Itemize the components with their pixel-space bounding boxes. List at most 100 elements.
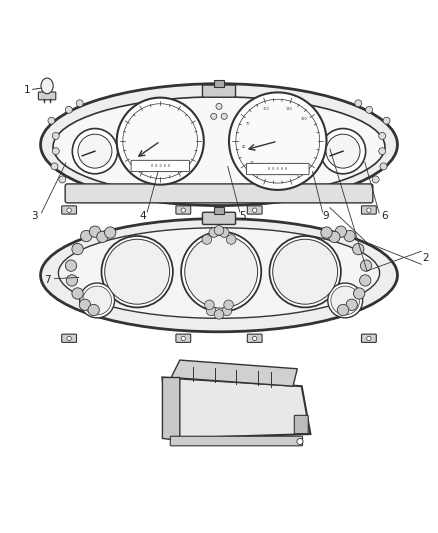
Circle shape xyxy=(269,236,341,308)
Text: 10: 10 xyxy=(249,161,254,165)
FancyBboxPatch shape xyxy=(176,206,191,214)
Circle shape xyxy=(72,128,117,174)
Text: 0 0 0 0 0: 0 0 0 0 0 xyxy=(268,167,287,171)
FancyBboxPatch shape xyxy=(65,184,373,203)
Text: 100: 100 xyxy=(263,107,269,111)
Text: 130: 130 xyxy=(286,107,293,111)
Circle shape xyxy=(76,100,83,107)
Circle shape xyxy=(253,336,257,341)
Circle shape xyxy=(219,228,229,237)
Text: 6: 6 xyxy=(381,212,388,221)
Circle shape xyxy=(380,163,387,170)
Ellipse shape xyxy=(41,78,53,94)
Circle shape xyxy=(72,288,83,299)
Circle shape xyxy=(236,99,320,183)
FancyBboxPatch shape xyxy=(247,334,262,342)
Circle shape xyxy=(211,114,217,119)
Circle shape xyxy=(80,283,115,318)
Ellipse shape xyxy=(41,84,397,206)
Circle shape xyxy=(181,232,261,312)
Circle shape xyxy=(344,230,355,241)
Bar xyxy=(214,80,224,87)
Circle shape xyxy=(229,92,326,190)
Circle shape xyxy=(52,133,59,140)
Circle shape xyxy=(337,304,349,316)
FancyBboxPatch shape xyxy=(62,206,77,214)
Circle shape xyxy=(79,299,91,310)
Circle shape xyxy=(335,226,346,237)
FancyBboxPatch shape xyxy=(176,334,191,342)
Circle shape xyxy=(59,176,66,183)
Circle shape xyxy=(209,228,219,237)
Circle shape xyxy=(353,244,364,255)
Text: 5: 5 xyxy=(240,212,246,221)
Circle shape xyxy=(360,275,371,286)
Circle shape xyxy=(65,107,72,114)
Text: 2: 2 xyxy=(422,253,429,263)
Circle shape xyxy=(273,239,338,304)
Polygon shape xyxy=(171,360,297,386)
Circle shape xyxy=(97,231,108,243)
Circle shape xyxy=(321,128,366,174)
Text: 70: 70 xyxy=(246,122,251,126)
FancyBboxPatch shape xyxy=(202,85,236,97)
Circle shape xyxy=(328,283,363,318)
Polygon shape xyxy=(162,377,180,441)
FancyBboxPatch shape xyxy=(39,92,56,100)
FancyBboxPatch shape xyxy=(294,415,308,434)
Circle shape xyxy=(214,225,224,235)
Text: 1: 1 xyxy=(23,85,30,95)
Text: 0 0 0 0 0: 0 0 0 0 0 xyxy=(151,164,170,168)
Circle shape xyxy=(48,117,55,124)
Circle shape xyxy=(67,208,71,212)
Circle shape xyxy=(185,235,258,308)
Circle shape xyxy=(383,117,390,124)
Circle shape xyxy=(379,148,386,155)
Circle shape xyxy=(181,208,185,212)
Text: 4: 4 xyxy=(140,212,146,221)
Circle shape xyxy=(326,134,360,168)
Circle shape xyxy=(372,176,379,183)
Circle shape xyxy=(221,114,227,119)
FancyBboxPatch shape xyxy=(361,334,376,342)
Circle shape xyxy=(253,208,257,212)
Circle shape xyxy=(105,227,116,238)
Circle shape xyxy=(65,260,77,271)
Circle shape xyxy=(52,148,59,155)
Circle shape xyxy=(328,231,340,243)
Ellipse shape xyxy=(53,97,385,197)
FancyBboxPatch shape xyxy=(131,160,189,172)
Circle shape xyxy=(181,336,185,341)
Circle shape xyxy=(78,134,112,168)
Circle shape xyxy=(67,336,71,341)
Circle shape xyxy=(367,336,371,341)
Circle shape xyxy=(117,98,204,184)
Circle shape xyxy=(72,244,83,255)
Text: 40: 40 xyxy=(242,145,247,149)
Circle shape xyxy=(366,107,373,114)
Circle shape xyxy=(224,300,233,310)
Circle shape xyxy=(205,300,214,310)
Circle shape xyxy=(226,235,236,244)
Ellipse shape xyxy=(41,219,397,332)
Circle shape xyxy=(353,288,365,299)
FancyBboxPatch shape xyxy=(247,206,262,214)
Circle shape xyxy=(83,286,112,315)
Circle shape xyxy=(321,227,332,238)
Circle shape xyxy=(202,235,212,244)
Circle shape xyxy=(346,299,357,310)
FancyBboxPatch shape xyxy=(62,334,77,342)
Circle shape xyxy=(214,310,224,319)
Circle shape xyxy=(355,100,362,107)
Circle shape xyxy=(360,260,372,271)
Circle shape xyxy=(379,133,386,140)
Circle shape xyxy=(367,208,371,212)
Polygon shape xyxy=(162,377,311,439)
Circle shape xyxy=(102,236,173,308)
Circle shape xyxy=(66,275,78,286)
FancyBboxPatch shape xyxy=(170,436,303,446)
Circle shape xyxy=(123,104,198,179)
Circle shape xyxy=(206,306,216,316)
Circle shape xyxy=(81,230,92,241)
Circle shape xyxy=(222,306,232,316)
